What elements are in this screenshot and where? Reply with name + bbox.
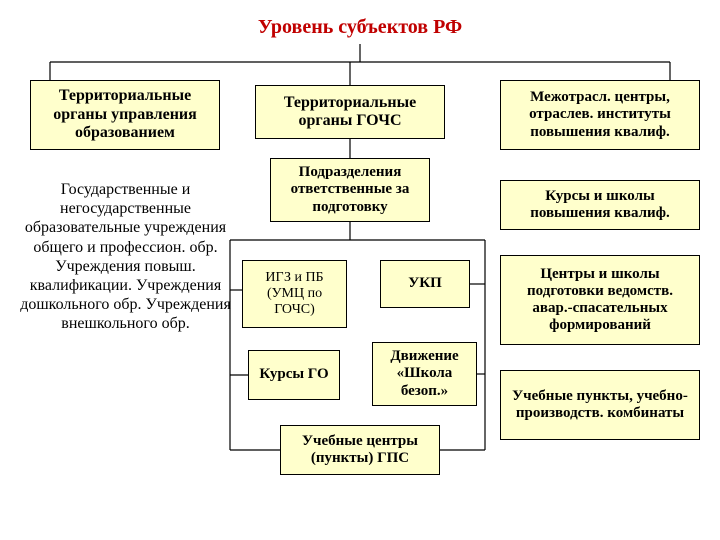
diagram-box-b11: Учебные пункты, учебно-производств. комб… xyxy=(500,370,700,440)
diagram-box-b7: УКП xyxy=(380,260,470,308)
diagram-box-b12: Учебные центры (пункты) ГПС xyxy=(280,425,440,475)
diagram-box-b4: Подразделения ответственные за подготовк… xyxy=(270,158,430,222)
diagram-box-b6: ИГЗ и ПБ (УМЦ по ГОЧС) xyxy=(242,260,347,328)
diagram-box-b9: Курсы ГО xyxy=(248,350,340,400)
diagram-box-b8: Центры и школы подготовки ведомств. авар… xyxy=(500,255,700,345)
diagram-text-p1: Государственные и негосударственные обра… xyxy=(18,180,233,334)
diagram-box-b5: Курсы и школы повышения квалиф. xyxy=(500,180,700,230)
diagram-box-b2: Территориальные органы ГОЧС xyxy=(255,85,445,139)
diagram-box-b1: Территориальные органы управления образо… xyxy=(30,80,220,150)
page-title: Уровень субъектов РФ xyxy=(0,16,720,39)
diagram-box-b10: Движение «Школа безоп.» xyxy=(372,342,477,406)
diagram-box-b3: Межотрасл. центры, отраслев. институты п… xyxy=(500,80,700,150)
